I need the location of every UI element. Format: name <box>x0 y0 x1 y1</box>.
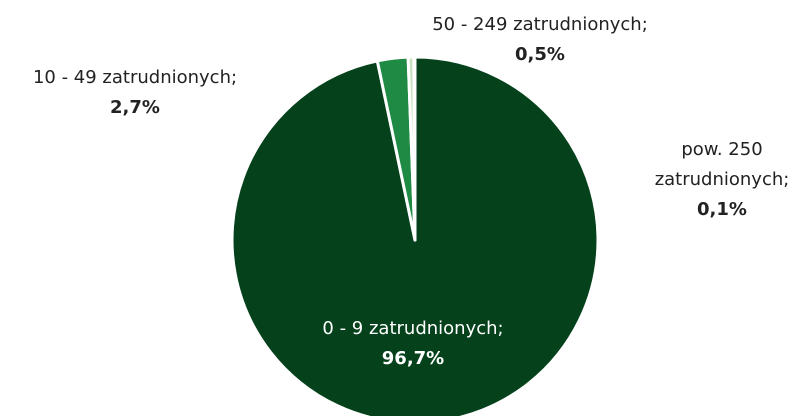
slice-label: pow. 250 zatrudnionych; 0,1% <box>637 135 807 225</box>
value-label: 2,7% <box>110 97 160 118</box>
slice-label: 0 - 9 zatrudnionych; 96,7% <box>283 314 543 374</box>
category-name: pow. 250 zatrudnionych; <box>654 139 790 190</box>
pie-slice <box>412 55 417 242</box>
category-name: 50 - 249 zatrudnionych; <box>432 14 648 35</box>
value-label: 0,5% <box>515 44 565 65</box>
category-name: 10 - 49 zatrudnionych; <box>32 67 238 88</box>
pie-slice <box>230 55 600 416</box>
slice-label: 50 - 249 zatrudnionych; 0,5% <box>400 10 680 70</box>
category-name: 0 - 9 zatrudnionych; <box>322 318 504 339</box>
value-label: 0,1% <box>697 199 747 220</box>
value-label: 96,7% <box>381 348 445 369</box>
slice-label: 10 - 49 zatrudnionych; 2,7% <box>0 63 275 123</box>
